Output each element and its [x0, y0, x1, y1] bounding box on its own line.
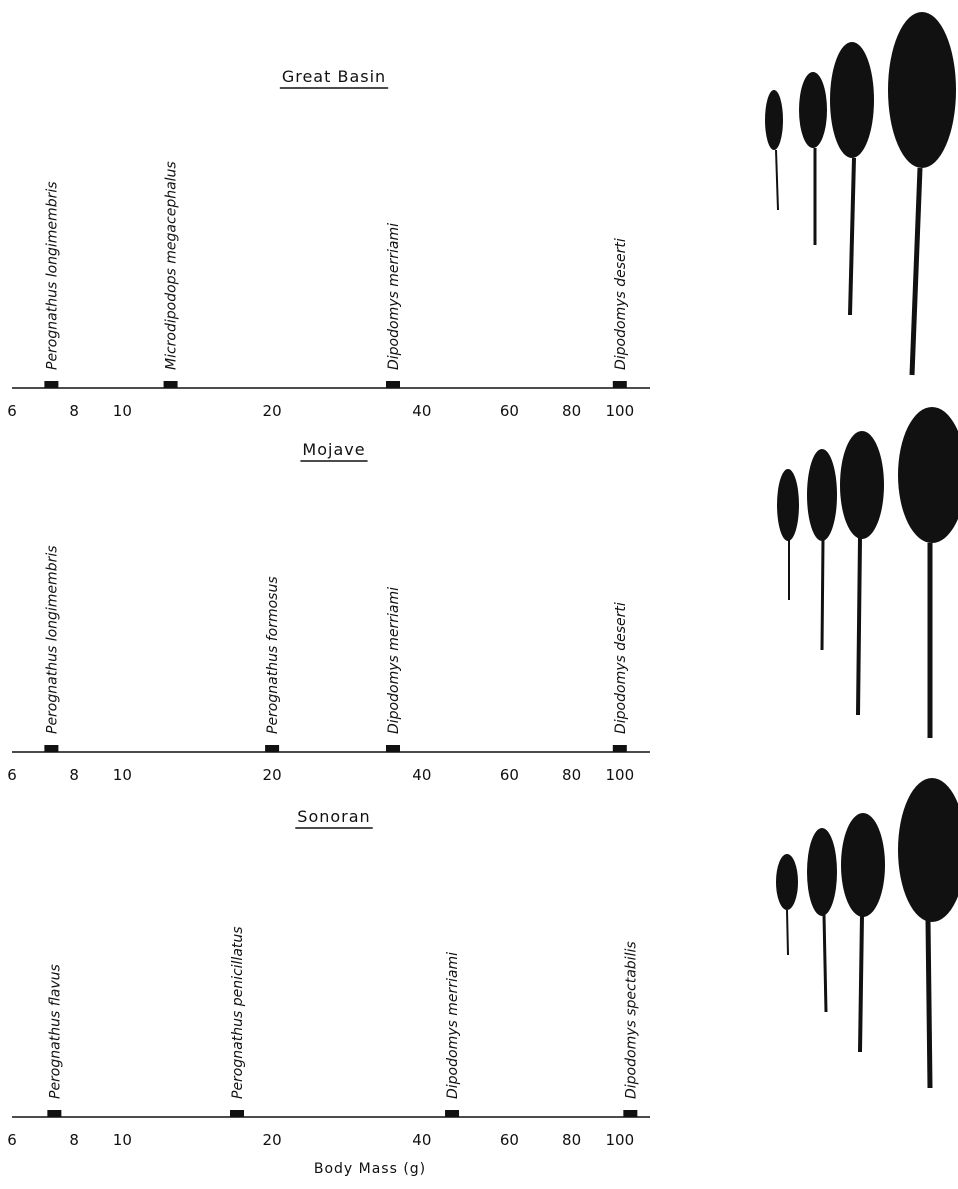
x-tick-label: 40	[412, 402, 431, 420]
marker	[386, 381, 400, 388]
x-tick-label: 100	[605, 402, 634, 420]
x-tick-label: 100	[605, 1131, 634, 1149]
marker	[230, 1110, 244, 1117]
panel-title: Great Basin	[282, 67, 386, 86]
panel-title: Sonoran	[297, 807, 370, 826]
figure: Great Basin 6 8 10 20 40 60 80 100 Perognathus lo…	[0, 0, 958, 1185]
x-axis-label: Body Mass (g)	[314, 1161, 426, 1177]
species-label: Perognathus formosus	[265, 576, 281, 734]
x-tick-label: 8	[69, 766, 79, 784]
marker	[164, 381, 178, 388]
x-tick-label: 20	[263, 766, 282, 784]
x-tick-label: 6	[7, 402, 17, 420]
marker	[265, 745, 279, 752]
species-label: Perognathus longimembris	[44, 545, 60, 734]
marker	[44, 745, 58, 752]
page: {"chart_data": [ {"type": "strip", "titl…	[0, 0, 958, 1189]
marker	[445, 1110, 459, 1117]
species-label: Perognathus penicillatus	[230, 926, 246, 1099]
marker	[623, 1110, 637, 1117]
species-label: Perognathus flavus	[47, 964, 63, 1099]
species-label: Dipodomys merriami	[445, 952, 461, 1099]
species-label: Dipodomys deserti	[613, 238, 629, 370]
x-tick-label: 20	[263, 402, 282, 420]
x-tick-label: 40	[412, 1131, 431, 1149]
marker	[44, 381, 58, 388]
x-tick-label: 60	[500, 402, 519, 420]
rodent-photos	[765, 12, 958, 1088]
x-tick-label: 100	[605, 766, 634, 784]
x-tick-label: 10	[113, 1131, 132, 1149]
x-tick-label: 80	[562, 402, 581, 420]
marker	[47, 1110, 61, 1117]
species-label: Microdipodops megacephalus	[164, 161, 180, 370]
x-tick-label: 40	[412, 766, 431, 784]
x-tick-label: 8	[69, 1131, 79, 1149]
species-label: Dipodomys merriami	[386, 587, 402, 734]
x-tick-label: 10	[113, 766, 132, 784]
rodent-group	[776, 778, 958, 1088]
marker	[613, 381, 627, 388]
x-tick-label: 8	[69, 402, 79, 420]
rodent-group	[777, 407, 958, 738]
marker	[386, 745, 400, 752]
x-tick-label: 20	[263, 1131, 282, 1149]
x-tick-label: 60	[500, 766, 519, 784]
species-label: Perognathus longimembris	[44, 181, 60, 370]
species-label: Dipodomys deserti	[613, 602, 629, 734]
x-tick-label: 6	[7, 1131, 17, 1149]
marker	[613, 745, 627, 752]
species-label: Dipodomys merriami	[386, 223, 402, 370]
x-tick-label: 60	[500, 1131, 519, 1149]
rodent-group	[765, 12, 956, 375]
x-tick-label: 10	[113, 402, 132, 420]
x-tick-label: 80	[562, 766, 581, 784]
species-label: Dipodomys spectabilis	[623, 941, 639, 1099]
x-tick-label: 80	[562, 1131, 581, 1149]
panel-title: Mojave	[302, 440, 365, 459]
x-tick-label: 6	[7, 766, 17, 784]
